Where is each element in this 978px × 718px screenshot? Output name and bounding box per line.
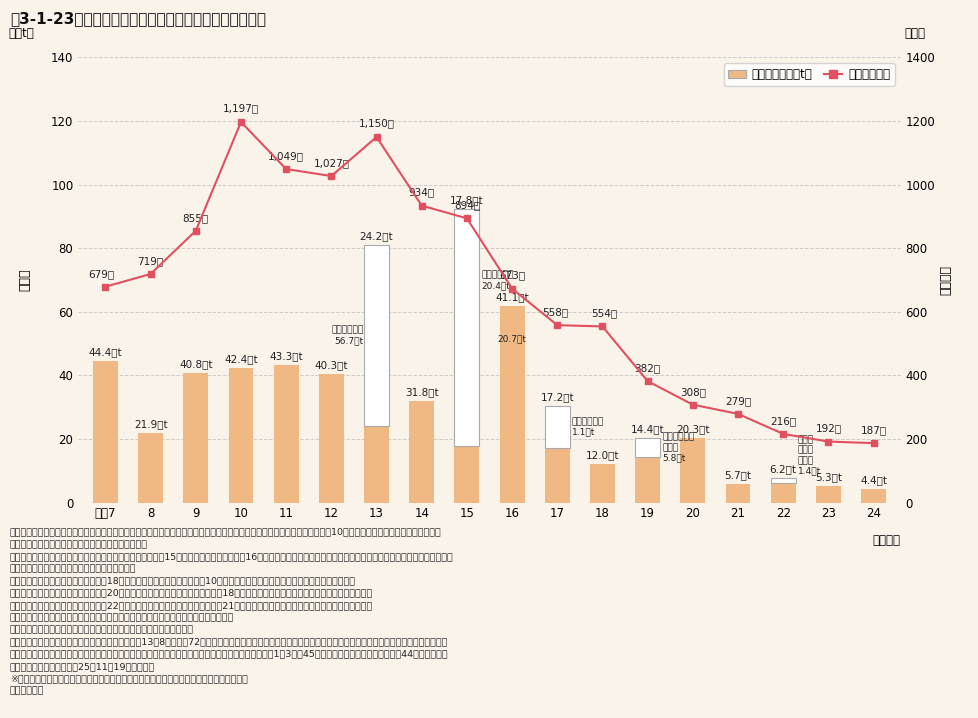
Text: 6.2万t: 6.2万t — [769, 465, 796, 475]
Text: 当該年度に大規模な事案として判明した。: 当該年度に大規模な事案として判明した。 — [10, 564, 136, 574]
Text: 4.4万t: 4.4万t — [860, 475, 886, 485]
Text: 図3-1-23　産業廃棄物の不法投棄件数及び投棄量の推移: 図3-1-23 産業廃棄物の不法投棄件数及び投棄量の推移 — [10, 11, 265, 26]
Bar — [454, 209, 479, 446]
Text: 1,150件: 1,150件 — [358, 118, 394, 128]
Text: 24.2万t: 24.2万t — [359, 231, 393, 241]
Text: 投棄件数: 投棄件数 — [939, 265, 952, 295]
Text: 12.0万t: 12.0万t — [585, 451, 618, 461]
Text: 混入させていたことがわかり、産業廃棄物の不法投棄事案であったことが判明した。不法投棄は1府3県の45カ所において確認され、そのうち44カ所で撤去が: 混入させていたことがわかり、産業廃棄物の不法投棄事案であったことが判明した。不法… — [10, 650, 448, 659]
Text: 192件: 192件 — [815, 424, 840, 434]
Bar — [499, 372, 524, 503]
Text: 岐阜市事案分
56.7万t: 岐阜市事案分 56.7万t — [332, 326, 364, 345]
Text: 43.3万t: 43.3万t — [269, 351, 302, 361]
Text: 上記棒グラフ白抜き部分の平成22年度滋賀県日野町事案については、平成21年度に判明していたが、当該年度に報告されたもの。: 上記棒グラフ白抜き部分の平成22年度滋賀県日野町事案については、平成21年度に判… — [10, 601, 373, 610]
Text: 千葉市事案分
1.1万t: 千葉市事案分 1.1万t — [571, 417, 603, 437]
Text: 31.8万t: 31.8万t — [405, 388, 438, 398]
Bar — [499, 306, 524, 372]
Text: 完了している（平成25年11月19日時点）。: 完了している（平成25年11月19日時点）。 — [10, 662, 155, 671]
Text: 14.4万t: 14.4万t — [630, 424, 664, 434]
Text: 673件: 673件 — [499, 271, 524, 281]
Text: 308件: 308件 — [679, 387, 705, 397]
Text: 44.4万t: 44.4万t — [89, 348, 122, 358]
Text: 1,027件: 1,027件 — [313, 158, 349, 168]
Text: 上記棒グラフ白抜き部分の平成18年度千葉市事案については、平成10年度に判明していたが、当該年度に報告されたもの。: 上記棒グラフ白抜き部分の平成18年度千葉市事案については、平成10年度に判明して… — [10, 577, 355, 586]
Text: 719件: 719件 — [138, 256, 163, 266]
Text: ２：上記棒グラフ白抜き部分について、岐阜市事案は平成15年度に、沼津市事案は平成16年度に判明したが、不法投棄はそれ以前より数年にわたって行われた結果、: ２：上記棒グラフ白抜き部分について、岐阜市事案は平成15年度に、沼津市事案は平成… — [10, 552, 453, 561]
Bar — [770, 478, 795, 483]
Bar — [364, 426, 388, 503]
Text: 滋賀県
日野町
事案分
1.4万t: 滋賀県 日野町 事案分 1.4万t — [797, 435, 821, 475]
Text: （年度）: （年度） — [871, 533, 900, 547]
Text: （万t）: （万t） — [9, 27, 34, 39]
Bar — [680, 438, 704, 503]
Bar — [545, 448, 569, 503]
Text: 40.3万t: 40.3万t — [314, 360, 348, 370]
Text: 注１：不法投棄件数及び不法投棄量は、都道府県及び政令市が把握した産業廃棄物の不法投棄のうち、１件当たりの投棄量が10トン以上の事案（ただし特別管理産廃: 注１：不法投棄件数及び不法投棄量は、都道府県及び政令市が把握した産業廃棄物の不法… — [10, 528, 441, 537]
Bar — [274, 365, 298, 503]
Text: 1,049件: 1,049件 — [268, 151, 304, 161]
Bar — [409, 401, 433, 503]
Text: 554件: 554件 — [591, 309, 617, 319]
Text: 投棄量: 投棄量 — [19, 269, 31, 292]
Bar — [590, 465, 614, 503]
Bar — [815, 486, 840, 503]
Text: 894件: 894件 — [454, 200, 479, 210]
Text: 5.3万t: 5.3万t — [814, 472, 841, 482]
Text: 5.7万t: 5.7万t — [724, 471, 751, 480]
Bar — [635, 457, 659, 503]
Text: 棄物を含む事案はすべて）を集計対象とした。: 棄物を含む事案はすべて）を集計対象とした。 — [10, 540, 148, 549]
Text: なお、フェロシルトは埋戻用資材として平成13年8月から約72万トンが販売・使用されたが、その後、これらのフェロシルトに製造・販売業者が有害な廃液を: なお、フェロシルトは埋戻用資材として平成13年8月から約72万トンが販売・使用さ… — [10, 638, 448, 647]
Bar — [364, 246, 388, 426]
Text: 42.4万t: 42.4万t — [224, 354, 257, 364]
Bar — [319, 375, 343, 503]
Text: 934件: 934件 — [408, 187, 434, 197]
Text: 沼津市事案分
20.4万t: 沼津市事案分 20.4万t — [481, 271, 513, 290]
Text: 41.1万t: 41.1万t — [495, 292, 528, 302]
Legend: 不法投棄量（万t）, 不法投棄件数: 不法投棄量（万t）, 不法投棄件数 — [723, 63, 894, 85]
Text: 資料：環境省: 資料：環境省 — [10, 686, 44, 696]
Text: 17.2万t: 17.2万t — [540, 393, 573, 402]
Bar — [138, 433, 163, 503]
Text: 382件: 382件 — [634, 363, 660, 373]
Bar — [770, 483, 795, 503]
Text: 279件: 279件 — [725, 396, 750, 406]
Text: 桑名市多度町
事案分
5.8万t: 桑名市多度町 事案分 5.8万t — [661, 433, 693, 462]
Text: 17.8万t: 17.8万t — [450, 195, 483, 205]
Text: 21.9万t: 21.9万t — [134, 419, 167, 429]
Text: 216件: 216件 — [770, 416, 795, 426]
Bar — [635, 439, 659, 457]
Bar — [545, 406, 569, 448]
Bar — [861, 489, 885, 503]
Text: （件）: （件） — [904, 27, 925, 39]
Text: 187件: 187件 — [860, 425, 886, 435]
Text: 679件: 679件 — [88, 269, 113, 279]
Bar — [183, 373, 208, 503]
Bar — [93, 361, 117, 503]
Text: 855件: 855件 — [183, 213, 208, 223]
Bar — [725, 485, 750, 503]
Text: 40.8万t: 40.8万t — [179, 359, 212, 369]
Text: 20.3万t: 20.3万t — [676, 424, 709, 434]
Text: 558件: 558件 — [542, 307, 567, 317]
Text: ※量については、四捨五入で計算して表記していることから合計値が合わない場合がある。: ※量については、四捨五入で計算して表記していることから合計値が合わない場合がある… — [10, 674, 247, 684]
Text: 20.7万t: 20.7万t — [497, 335, 526, 343]
Bar — [228, 368, 253, 503]
Text: ４：フェロシルト事案については本調査の対象からは除外している。: ４：フェロシルト事案については本調査の対象からは除外している。 — [10, 625, 194, 635]
Text: 1,197件: 1,197件 — [223, 103, 259, 113]
Text: 上記棒グラフ白抜き部分の平成20年度桑名市多度町事案については、平成18年度に判明していたが、当該年度に報告されたもの。: 上記棒グラフ白抜き部分の平成20年度桑名市多度町事案については、平成18年度に判… — [10, 589, 373, 598]
Bar — [454, 446, 479, 503]
Text: ３：硫酸ピッチ事案については本調査の対象からは除外し、別途とりまとめている。: ３：硫酸ピッチ事案については本調査の対象からは除外し、別途とりまとめている。 — [10, 613, 234, 623]
